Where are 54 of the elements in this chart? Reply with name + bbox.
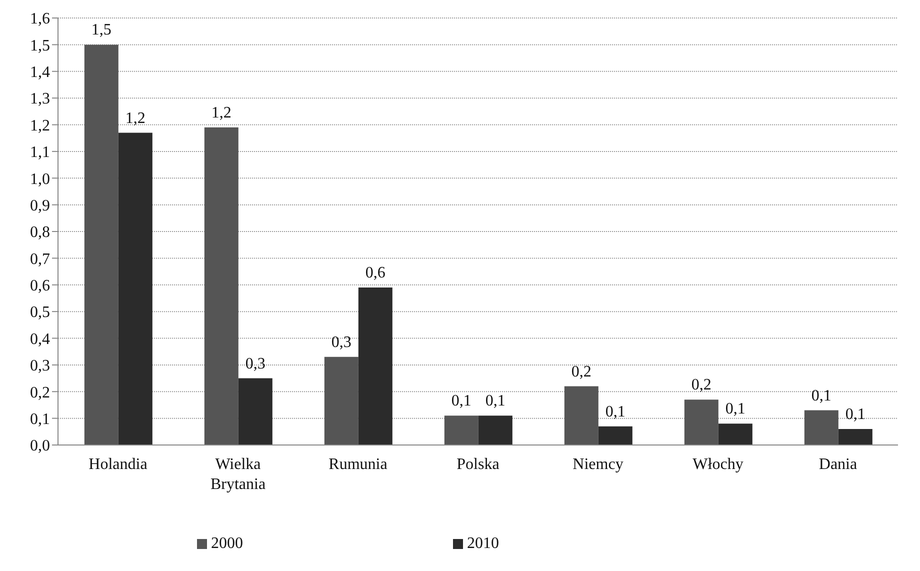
- bar: [324, 356, 358, 445]
- y-tick-label: 1,5: [30, 37, 50, 54]
- data-label: 0,1: [845, 406, 866, 423]
- data-label: 1,2: [211, 104, 232, 122]
- y-tick-label: 0,2: [30, 384, 50, 402]
- bar: [564, 386, 598, 445]
- bar: [598, 426, 632, 445]
- data-label: 0,6: [365, 264, 386, 282]
- x-tick-label: Włochy: [692, 456, 744, 473]
- bar: [358, 288, 392, 445]
- y-tick-label: 1,4: [30, 64, 50, 82]
- data-label: 0,1: [811, 387, 832, 404]
- y-tick-label: 1,1: [30, 144, 50, 162]
- legend-label: 2010: [467, 535, 499, 552]
- bar: [84, 44, 118, 445]
- bar: [238, 378, 272, 445]
- data-label: 0,2: [571, 363, 592, 380]
- bar: [204, 127, 238, 445]
- y-tick-label: 0,7: [30, 250, 50, 268]
- y-tick-label: 0,9: [30, 197, 50, 214]
- data-label: 0,1: [485, 392, 506, 410]
- data-label: 0,3: [245, 355, 266, 372]
- data-label: 1,2: [125, 110, 146, 127]
- x-tick-label: Polska: [456, 456, 500, 473]
- data-label: 0,1: [605, 403, 626, 420]
- y-tick-label: 0,1: [30, 410, 50, 428]
- bar: [118, 132, 152, 445]
- x-tick-label: Dania: [818, 456, 858, 473]
- data-label: 0,1: [725, 400, 746, 418]
- data-label: 1,5: [91, 22, 112, 39]
- bar: [804, 410, 838, 445]
- y-tick-label: 0,8: [30, 224, 50, 242]
- y-tick-label: 0,3: [30, 358, 50, 375]
- data-label: 0,2: [691, 376, 712, 394]
- x-tick-label: Niemcy: [572, 456, 624, 473]
- legend-label: 2000: [211, 535, 243, 552]
- y-tick-label: 0,4: [30, 330, 50, 348]
- bar: [444, 416, 478, 445]
- y-tick-label: 1,3: [30, 90, 50, 108]
- x-tick-label: Wielka Brytania: [210, 456, 266, 493]
- y-tick-label: 1,2: [30, 117, 50, 134]
- bar: [684, 400, 718, 445]
- y-tick-label: 0,0: [30, 438, 50, 455]
- x-tick-label: Holandia: [88, 456, 148, 473]
- bar: [838, 428, 872, 445]
- y-tick-label: 0,5: [30, 304, 50, 322]
- y-tick-label: 1,6: [30, 10, 50, 28]
- y-tick-label: 0,6: [30, 278, 50, 295]
- data-label: 0,3: [331, 334, 352, 351]
- y-tick-label: 1,0: [30, 170, 50, 188]
- x-tick-label: Rumunia: [328, 456, 388, 473]
- bar: [718, 424, 752, 445]
- bar: [478, 416, 512, 445]
- data-label: 0,1: [451, 392, 472, 410]
